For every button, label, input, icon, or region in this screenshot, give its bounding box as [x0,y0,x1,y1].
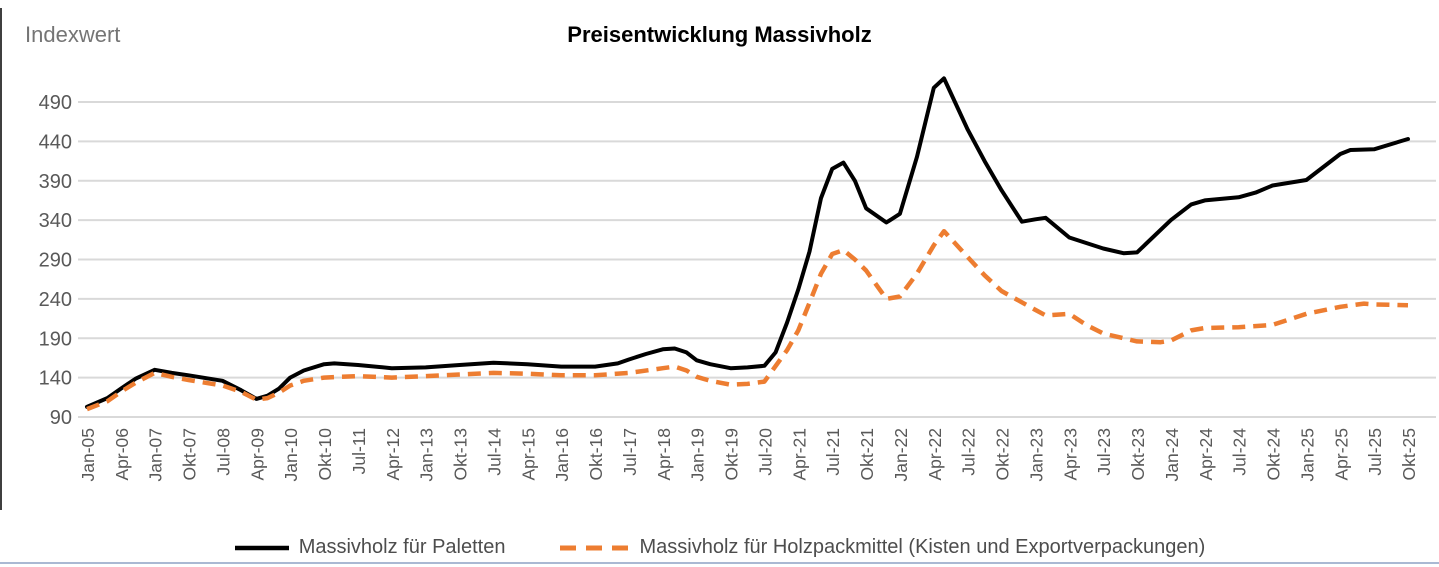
x-tick-label: Okt-21 [857,428,877,481]
x-tick-label: Jan-22 [891,428,911,482]
x-tick-label: Okt-25 [1399,428,1419,481]
legend-label-holzpackmittel: Massivholz für Holzpackmittel (Kisten un… [639,536,1206,558]
series-line-paletten [85,76,1410,409]
x-tick-label: Jan-07 [146,428,166,482]
y-tick-label: 90 [50,407,72,429]
bottom-border-line [0,562,1439,564]
x-tick-label: Jan-25 [1297,428,1317,482]
x-tick-label: Jul-11 [349,428,369,474]
x-tick-label: Apr-25 [1331,428,1351,481]
x-tick-label: Jul-25 [1365,428,1385,476]
x-tick-label: Apr-12 [383,428,403,481]
x-tick-label: Okt-24 [1264,428,1284,481]
series-line-holzpackmittel [86,228,1409,412]
chart-title: Preisentwicklung Massivholz [567,22,872,47]
x-tick-label: Jan-23 [1026,428,1046,482]
x-tick-label: Okt-10 [315,428,335,481]
x-tick-label: Jul-17 [620,428,640,476]
x-tick-label: Jan-10 [281,428,301,482]
x-tick-label: Apr-06 [112,428,132,481]
x-tick-label: Jul-23 [1094,428,1114,476]
x-tick-label: Jul-08 [213,428,233,476]
x-tick-label: Okt-16 [586,428,606,481]
x-tick-label: Okt-07 [180,428,200,481]
legend-item-paletten: Massivholz für Paletten [234,536,506,559]
solid-line-swatch-icon [234,545,289,550]
x-tick-label: Okt-19 [722,428,742,481]
x-tick-label: Jan-19 [688,428,708,482]
x-tick-label: Jan-16 [552,428,572,482]
x-tick-label: Apr-24 [1196,428,1216,481]
x-tick-label: Apr-09 [247,428,267,481]
x-tick-label: Jul-24 [1230,428,1250,476]
x-tick-label: Apr-15 [518,428,538,481]
x-tick-label: Okt-23 [1128,428,1148,481]
dashed-line-swatch-icon [560,545,631,550]
y-tick-label: 440 [39,131,72,153]
y-tick-label: 390 [39,171,72,193]
x-tick-label: Jul-22 [959,428,979,476]
legend-label-paletten: Massivholz für Paletten [298,536,506,558]
x-tick-label: Jul-14 [484,428,504,476]
x-tick-label: Jul-20 [755,428,775,476]
x-tick-label: Okt-13 [451,428,471,481]
y-tick-label: 140 [39,368,72,390]
x-tick-label: Apr-21 [789,428,809,481]
x-tick-label: Jan-13 [417,428,437,482]
chart-legend: Massivholz für Paletten Massivholz für H… [0,536,1439,559]
y-tick-label: 340 [39,210,72,232]
x-tick-label: Jan-24 [1162,428,1182,482]
x-tick-label: Jul-21 [823,428,843,476]
y-tick-label: 190 [39,328,72,350]
x-tick-label: Okt-22 [993,428,1013,481]
y-axis-title: Indexwert [25,22,121,47]
left-border-line [0,8,2,510]
y-tick-label: 290 [39,250,72,272]
y-tick-label: 240 [39,289,72,311]
y-tick-label: 490 [39,92,72,114]
x-tick-label: Apr-23 [1060,428,1080,481]
x-tick-label: Jan-05 [78,428,98,482]
legend-item-holzpackmittel: Massivholz für Holzpackmittel (Kisten un… [560,536,1205,559]
x-tick-label: Apr-18 [654,428,674,481]
x-tick-label: Apr-22 [925,428,945,481]
